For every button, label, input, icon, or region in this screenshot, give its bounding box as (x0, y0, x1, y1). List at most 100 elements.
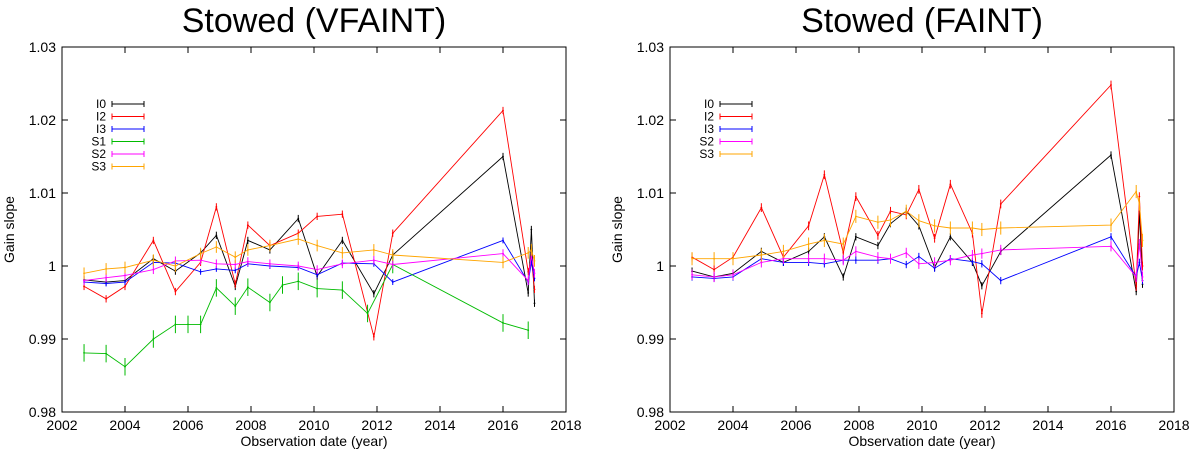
y-tick-label: 1.02 (29, 112, 56, 128)
data-point (341, 262, 344, 265)
data-point (152, 259, 155, 262)
data-point (246, 239, 249, 242)
x-tick-label: 2006 (780, 417, 811, 433)
data-point (391, 263, 394, 266)
data-point (842, 243, 845, 246)
data-point (372, 259, 375, 262)
data-point (152, 239, 155, 242)
x-tick-label: 2010 (906, 417, 937, 433)
data-point (713, 276, 715, 278)
x-tick-label: 2004 (109, 417, 140, 433)
data-point (713, 268, 715, 271)
x-tick-label: 2012 (969, 417, 1000, 433)
series-line (84, 239, 535, 284)
x-tick-label: 2004 (717, 417, 748, 433)
series-i2 (83, 106, 536, 341)
data-point (527, 279, 530, 282)
y-tick-label: 1.03 (29, 39, 56, 55)
data-point (199, 252, 202, 255)
legend-label: I2 (704, 110, 714, 124)
data-point (199, 270, 202, 273)
data-point (1110, 84, 1112, 86)
data-point (372, 249, 375, 251)
data-point (889, 257, 892, 260)
y-tick-label: 1.01 (637, 185, 664, 201)
data-point (246, 260, 249, 263)
data-point (854, 235, 857, 238)
y-tick-label: 1 (48, 258, 56, 274)
plot-frame (61, 46, 567, 413)
data-point (174, 265, 177, 267)
chart-title: Stowed (FAINT) (801, 2, 1043, 40)
data-point (527, 329, 530, 332)
data-point (124, 365, 126, 368)
y-tick-label: 1.01 (29, 185, 56, 201)
data-point (366, 312, 369, 315)
data-point (533, 277, 536, 280)
series-s3 (691, 184, 1144, 266)
series-s2 (691, 238, 1144, 283)
legend-label: I3 (704, 122, 714, 136)
series-s2 (83, 249, 536, 285)
series-line (691, 83, 1143, 314)
series-i2 (691, 80, 1144, 318)
data-point (372, 335, 375, 338)
data-point (889, 210, 892, 213)
data-point (527, 292, 530, 294)
data-point (691, 257, 693, 260)
series-line (692, 190, 1143, 260)
data-point (691, 273, 693, 276)
data-point (105, 282, 107, 285)
data-point (842, 251, 845, 254)
data-point (949, 235, 952, 238)
data-point (152, 338, 155, 340)
data-point (980, 312, 983, 315)
data-point (533, 272, 536, 275)
chart-2: Stowed (FAINT) 2002 2004 2006 2008 2010 2012 20… (609, 2, 1190, 449)
series-line (84, 155, 535, 304)
data-point (124, 281, 126, 283)
legend-label: S3 (91, 160, 106, 174)
data-point (215, 205, 218, 208)
data-point (281, 284, 284, 286)
data-point (502, 261, 504, 264)
data-point (823, 239, 826, 242)
x-tick-label: 2002 (46, 417, 77, 433)
data-point (105, 276, 107, 279)
series-line (83, 109, 535, 337)
data-point (842, 259, 845, 262)
data-point (1141, 239, 1144, 242)
data-point (391, 254, 394, 256)
legend-label: I0 (704, 97, 714, 111)
data-point (527, 251, 530, 254)
y-axis-label: Gain slope (609, 196, 625, 263)
series-s3 (83, 233, 536, 280)
data-point (316, 215, 319, 218)
data-point (999, 279, 1002, 282)
data-point (1110, 224, 1112, 227)
data-point (502, 155, 504, 158)
data-point (877, 256, 879, 259)
data-point (83, 351, 85, 354)
data-point (105, 297, 107, 300)
series-line (84, 263, 529, 368)
x-tick-label: 2014 (424, 417, 455, 433)
y-tick-label: 0.98 (29, 404, 56, 420)
x-tick-label: 2010 (298, 417, 329, 433)
data-point (246, 286, 249, 289)
data-point (732, 273, 734, 276)
legend-label: I2 (96, 110, 106, 124)
data-point (999, 227, 1002, 229)
y-axis-label: Gain slope (1, 196, 17, 263)
data-point (971, 260, 974, 263)
data-point (933, 224, 936, 227)
data-point (1135, 190, 1138, 193)
data-point (316, 273, 319, 276)
data-point (297, 217, 300, 220)
data-point (527, 270, 530, 273)
x-axis-label: Observation date (year) (240, 433, 387, 449)
data-point (1110, 154, 1112, 156)
data-point (391, 232, 394, 235)
data-point (297, 280, 300, 283)
data-point (391, 281, 394, 283)
